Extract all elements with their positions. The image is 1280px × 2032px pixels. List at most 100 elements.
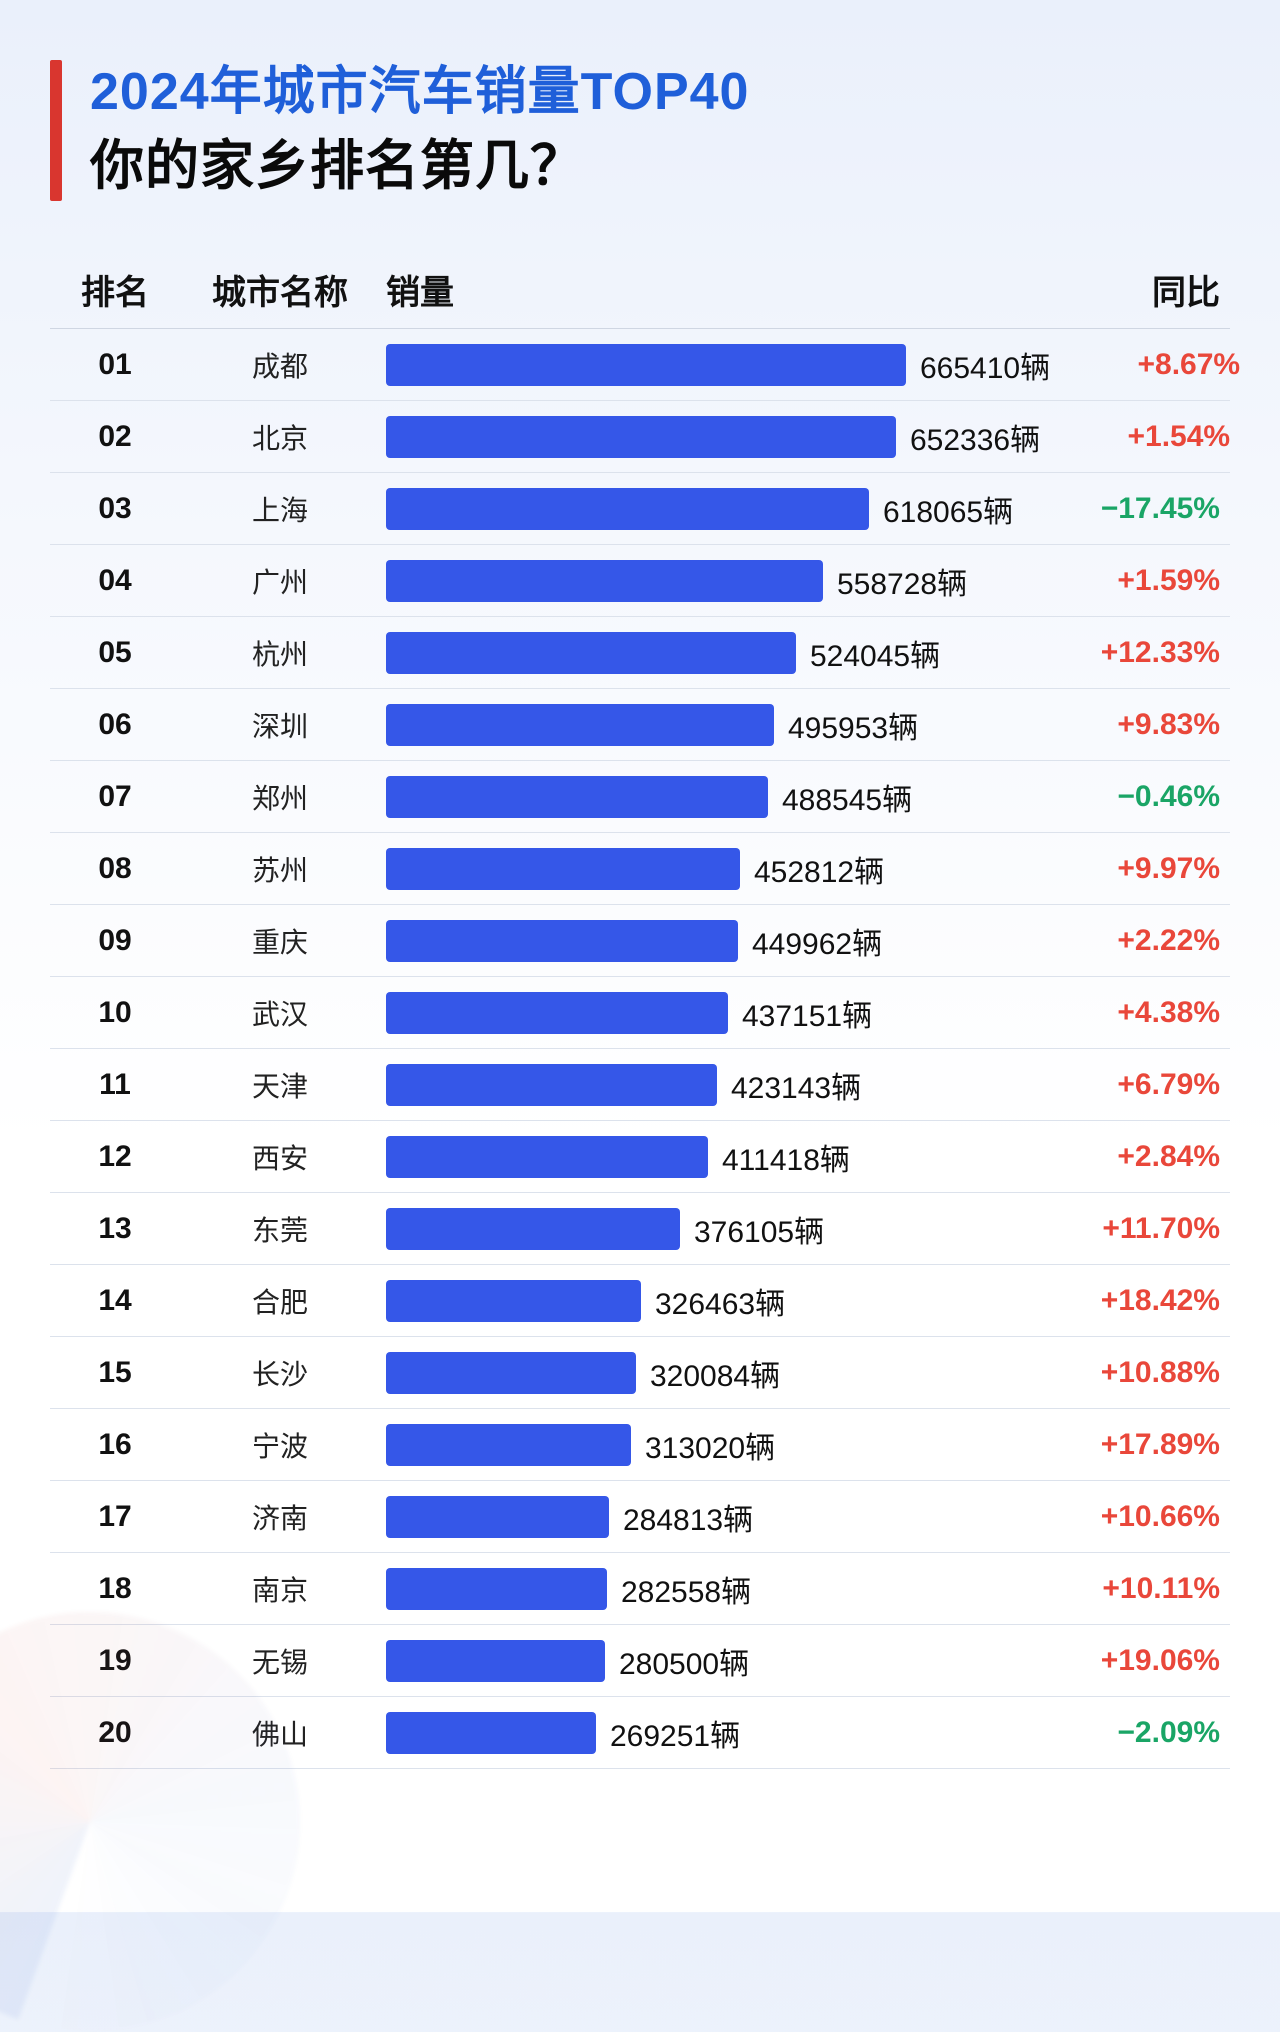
city-cell: 无锡 — [180, 1641, 380, 1681]
sales-bar — [386, 416, 896, 458]
city-cell: 苏州 — [180, 849, 380, 889]
sales-value-label: 524045辆 — [810, 631, 940, 675]
city-cell: 北京 — [180, 417, 380, 457]
city-cell: 佛山 — [180, 1713, 380, 1753]
title-block: 2024年城市汽车销量TOP40 你的家乡排名第几？ — [50, 60, 1230, 201]
city-cell: 上海 — [180, 489, 380, 529]
rank-cell: 01 — [50, 348, 180, 382]
title-line-1: 2024年城市汽车销量TOP40 — [90, 60, 749, 125]
sales-cell: 280500辆 — [380, 1639, 1030, 1683]
yoy-cell: +8.67% — [1050, 348, 1250, 382]
sales-bar — [386, 848, 740, 890]
yoy-cell: −17.45% — [1030, 492, 1230, 526]
table-row: 15长沙320084辆+10.88% — [50, 1337, 1230, 1409]
sales-value-label: 423143辆 — [731, 1063, 861, 1107]
city-cell: 天津 — [180, 1065, 380, 1105]
sales-cell: 488545辆 — [380, 775, 1030, 819]
rank-cell: 05 — [50, 636, 180, 670]
sales-value-label: 282558辆 — [621, 1567, 751, 1611]
sales-bar — [386, 1712, 596, 1754]
sales-cell: 524045辆 — [380, 631, 1030, 675]
page: 2024年城市汽车销量TOP40 你的家乡排名第几？ 排名 城市名称 销量 同比… — [0, 0, 1280, 1912]
sales-bar — [386, 1064, 717, 1106]
sales-bar — [386, 1424, 631, 1466]
city-cell: 西安 — [180, 1137, 380, 1177]
city-cell: 重庆 — [180, 921, 380, 961]
sales-value-label: 488545辆 — [782, 775, 912, 819]
rank-cell: 13 — [50, 1212, 180, 1246]
sales-bar — [386, 920, 738, 962]
table-row: 11天津423143辆+6.79% — [50, 1049, 1230, 1121]
yoy-cell: −2.09% — [1030, 1716, 1230, 1750]
titles: 2024年城市汽车销量TOP40 你的家乡排名第几？ — [90, 60, 749, 201]
sales-bar — [386, 992, 728, 1034]
city-cell: 南京 — [180, 1569, 380, 1609]
table-row: 12西安411418辆+2.84% — [50, 1121, 1230, 1193]
sales-cell: 437151辆 — [380, 991, 1030, 1035]
yoy-cell: +19.06% — [1030, 1644, 1230, 1678]
sales-value-label: 320084辆 — [650, 1351, 780, 1395]
sales-cell: 284813辆 — [380, 1495, 1030, 1539]
yoy-cell: +12.33% — [1030, 636, 1230, 670]
sales-value-label: 618065辆 — [883, 487, 1013, 531]
sales-value-label: 411418辆 — [722, 1135, 850, 1179]
sales-cell: 376105辆 — [380, 1207, 1030, 1251]
rank-cell: 07 — [50, 780, 180, 814]
sales-bar — [386, 776, 768, 818]
table-row: 20佛山 269251辆 −2.09% — [50, 1697, 1230, 1769]
sales-value-label: 495953辆 — [788, 703, 918, 747]
sales-bar — [386, 560, 823, 602]
yoy-cell: +10.11% — [1030, 1572, 1230, 1606]
city-cell: 东莞 — [180, 1209, 380, 1249]
sales-value-label: 558728辆 — [837, 559, 967, 603]
city-cell: 长沙 — [180, 1353, 380, 1393]
sales-bar — [386, 1352, 636, 1394]
sales-value-label: 449962辆 — [752, 919, 882, 963]
sales-cell: 449962辆 — [380, 919, 1030, 963]
sales-cell: 652336辆 — [380, 415, 1040, 459]
rank-cell: 19 — [50, 1644, 180, 1678]
table-row: 13东莞376105辆+11.70% — [50, 1193, 1230, 1265]
table-row: 09重庆449962辆+2.22% — [50, 905, 1230, 977]
sales-cell: 423143辆 — [380, 1063, 1030, 1107]
rank-cell: 20 — [50, 1716, 180, 1750]
sales-value-label: 326463辆 — [655, 1279, 785, 1323]
col-header-sales: 销量 — [380, 265, 1030, 314]
sales-bar — [386, 1136, 708, 1178]
sales-cell: 326463辆 — [380, 1279, 1030, 1323]
sales-value-label: 665410辆 — [920, 343, 1050, 387]
col-header-rank: 排名 — [50, 265, 180, 314]
sales-cell: 495953辆 — [380, 703, 1030, 747]
sales-value-label: 269251辆 — [610, 1711, 740, 1755]
sales-cell: 411418辆 — [380, 1135, 1030, 1179]
sales-cell: 452812辆 — [380, 847, 1030, 891]
title-accent-bar — [50, 60, 62, 201]
sales-cell: 320084辆 — [380, 1351, 1030, 1395]
col-header-yoy: 同比 — [1030, 265, 1230, 314]
yoy-cell: +18.42% — [1030, 1284, 1230, 1318]
yoy-cell: +9.83% — [1030, 708, 1230, 742]
sales-cell: 269251辆 — [380, 1711, 1030, 1755]
sales-cell: 282558辆 — [380, 1567, 1030, 1611]
rank-cell: 02 — [50, 420, 180, 454]
rank-cell: 12 — [50, 1140, 180, 1174]
rank-cell: 08 — [50, 852, 180, 886]
table-row: 01成都665410辆+8.67% — [50, 329, 1230, 401]
rank-cell: 06 — [50, 708, 180, 742]
table-body: 01成都665410辆+8.67%02北京652336辆+1.54%03上海61… — [50, 329, 1230, 1769]
city-cell: 济南 — [180, 1497, 380, 1537]
city-cell: 武汉 — [180, 993, 380, 1033]
table-row: 16宁波313020辆+17.89% — [50, 1409, 1230, 1481]
sales-value-label: 652336辆 — [910, 415, 1040, 459]
rank-cell: 11 — [50, 1068, 180, 1102]
city-cell: 郑州 — [180, 777, 380, 817]
ranking-table: 排名 城市名称 销量 同比 01成都665410辆+8.67%02北京65233… — [50, 251, 1230, 1769]
table-row: 17济南284813辆+10.66% — [50, 1481, 1230, 1553]
table-row: 06深圳495953辆+9.83% — [50, 689, 1230, 761]
table-row: 08苏州452812辆+9.97% — [50, 833, 1230, 905]
rank-cell: 14 — [50, 1284, 180, 1318]
table-row: 04广州558728辆+1.59% — [50, 545, 1230, 617]
rank-cell: 04 — [50, 564, 180, 598]
yoy-cell: +10.88% — [1030, 1356, 1230, 1390]
sales-bar — [386, 1496, 609, 1538]
